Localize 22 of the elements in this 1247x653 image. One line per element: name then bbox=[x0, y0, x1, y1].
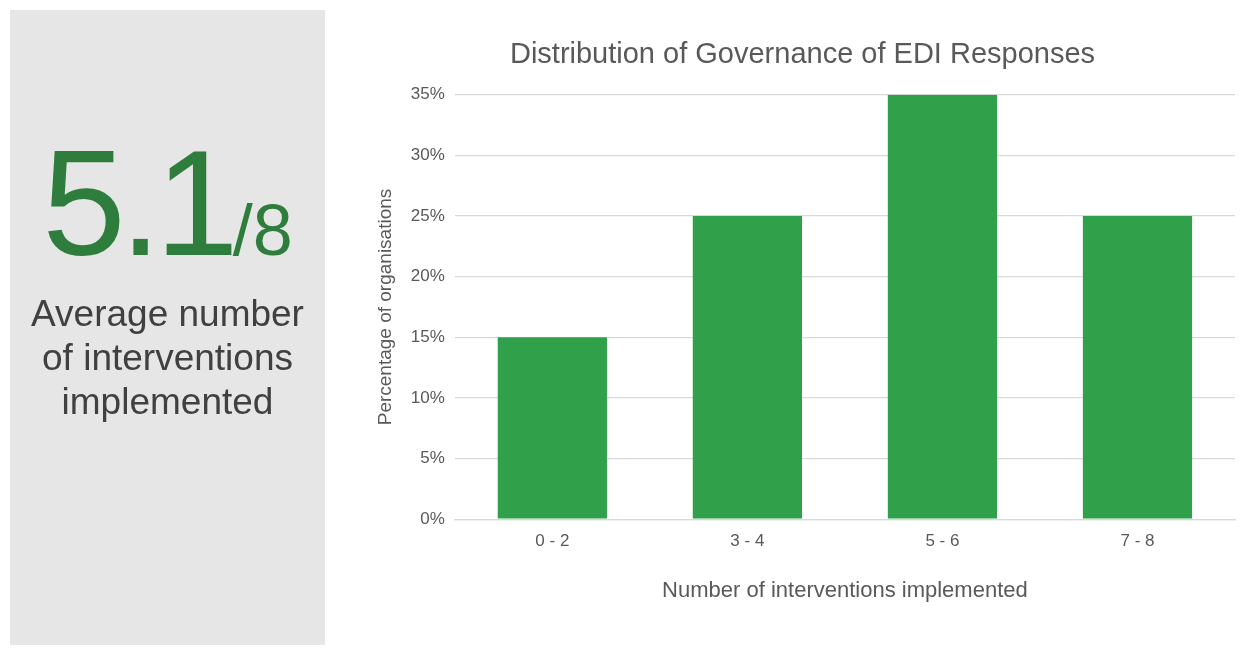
y-tick-label: 20% bbox=[410, 266, 445, 286]
y-axis-title: Percentage of organisations bbox=[373, 188, 395, 426]
bar bbox=[1082, 216, 1193, 519]
bar bbox=[497, 337, 607, 519]
text: /8 bbox=[232, 190, 293, 270]
bar bbox=[692, 216, 802, 519]
text: 5.1 bbox=[42, 119, 233, 287]
x-tick-label: 5 - 6 bbox=[925, 531, 960, 551]
y-tick-label: 10% bbox=[410, 387, 445, 407]
text: Average number of interventions implemented bbox=[30, 292, 305, 424]
y-tick-label: 25% bbox=[410, 205, 445, 225]
y-tick-label: 35% bbox=[410, 84, 445, 104]
x-tick-label: 7 - 8 bbox=[1120, 531, 1155, 551]
chart-title: Distribution of Governance of EDI Responses bbox=[509, 37, 1096, 70]
y-tick-label: 0% bbox=[420, 508, 445, 528]
y-tick-label: 5% bbox=[420, 448, 445, 468]
y-tick-label: 15% bbox=[410, 327, 445, 346]
x-tick-label: 0 - 2 bbox=[535, 531, 570, 551]
x-axis-title: Number of interventions implemented bbox=[662, 576, 1028, 602]
bar bbox=[887, 94, 998, 519]
x-tick-label: 3 - 4 bbox=[730, 531, 765, 551]
y-tick-label: 30% bbox=[410, 145, 445, 165]
